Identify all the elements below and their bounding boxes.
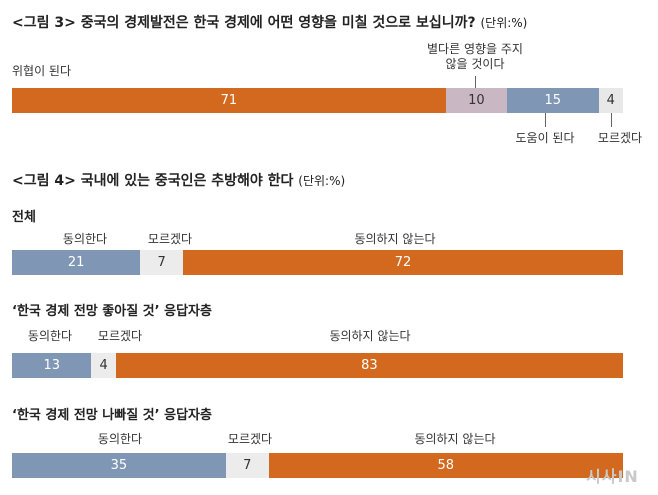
data-label-agree: 13	[43, 358, 60, 373]
leader-dontknow	[611, 113, 612, 127]
data-label-dontknow: 7	[243, 458, 252, 473]
group-title-negative: ‘한국 경제 전망 나빠질 것’ 응답자층	[12, 408, 212, 423]
bar-segment-help: 15	[506, 88, 599, 113]
data-label-dontknow: 4	[606, 93, 615, 108]
figure4-title-text: <그림 4> 국내에 있는 중국인은 추방해야 한다	[12, 173, 294, 189]
data-label-disagree: 58	[437, 458, 455, 473]
bar-segment-agree: 21	[12, 250, 141, 275]
bar-segment-threat: 71	[12, 88, 446, 113]
bar-segment-dontknow: 7	[225, 453, 269, 478]
bar-segment-dontknow: 4	[91, 353, 116, 378]
label-dontknow-2: 모르겠다	[97, 329, 143, 343]
data-label-disagree: 72	[394, 255, 412, 270]
label-disagree-3: 동의하지 않는다	[414, 432, 496, 446]
figure4-bar-all: 21 7 72	[12, 250, 623, 275]
data-label-agree: 21	[67, 255, 85, 270]
data-label-no-effect: 10	[468, 93, 485, 108]
bar-segment-agree: 35	[12, 453, 226, 478]
bar-segment-disagree: 83	[115, 353, 623, 378]
bar-segment-disagree: 58	[268, 453, 623, 478]
watermark-logo: 시사IN	[586, 467, 639, 486]
label-dontknow-3: 모르겠다	[227, 432, 273, 446]
data-label-dontknow: 4	[99, 358, 108, 373]
bar-segment-no-effect: 10	[445, 88, 507, 113]
label-agree-2: 동의한다	[27, 329, 73, 343]
data-label-agree: 35	[110, 458, 128, 473]
figure3-title-text: <그림 3> 중국의 경제발전은 한국 경제에 어떤 영향을 미칠 것으로 보십…	[12, 15, 476, 31]
label-dontknow-1: 모르겠다	[147, 232, 193, 246]
figure4-title: <그림 4> 국내에 있는 중국인은 추방해야 한다 (단위:%)	[12, 170, 345, 190]
leader-help	[545, 113, 546, 127]
figure3-title: <그림 3> 중국의 경제발전은 한국 경제에 어떤 영향을 미칠 것으로 보십…	[12, 12, 527, 32]
bar-segment-dontknow: 7	[140, 250, 184, 275]
bar-segment-dontknow: 4	[598, 88, 623, 113]
label-agree-1: 동의한다	[62, 232, 108, 246]
bar-segment-disagree: 72	[183, 250, 623, 275]
figure4-bar-negative: 35 7 58	[12, 453, 623, 478]
label-no-effect: 별다른 영향을 주지 않을 것이다	[427, 42, 523, 71]
label-help: 도움이 된다	[515, 131, 575, 145]
figure4-bar-positive: 13 4 83	[12, 353, 623, 378]
label-disagree-2: 동의하지 않는다	[329, 329, 411, 343]
data-label-disagree: 83	[361, 358, 378, 373]
figure3-bar: 71 10 15 4	[12, 88, 623, 113]
label-dontknow3: 모르겠다	[597, 131, 643, 145]
group-title-all: 전체	[12, 210, 36, 225]
group-title-positive: ‘한국 경제 전망 좋아질 것’ 응답자층	[12, 304, 212, 319]
bar-segment-agree: 13	[12, 353, 92, 378]
data-label-dontknow: 7	[157, 255, 166, 270]
label-disagree-1: 동의하지 않는다	[354, 232, 436, 246]
data-label-threat: 71	[220, 93, 238, 108]
leader-no-effect	[475, 76, 476, 88]
label-threat: 위협이 된다	[12, 64, 72, 78]
figure4-unit: (단위:%)	[298, 174, 346, 188]
label-agree-3: 동의한다	[97, 432, 143, 446]
data-label-help: 15	[544, 93, 561, 108]
figure3-unit: (단위:%)	[480, 16, 528, 30]
